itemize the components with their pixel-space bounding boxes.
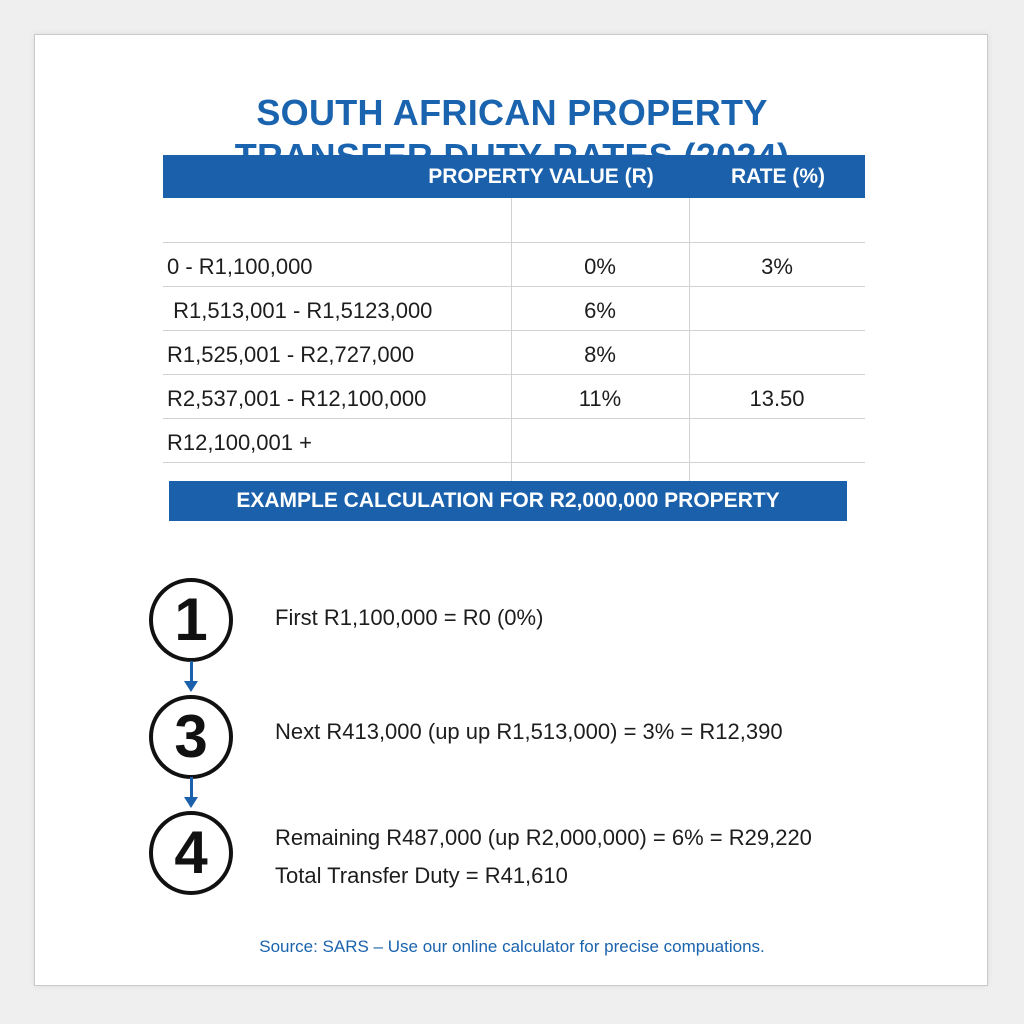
value-cell — [511, 419, 689, 463]
rates-table-header: PROPERTY VALUE (R) RATE (%) — [163, 155, 865, 198]
rates-table-body: 0 - R1,100,000 0% 3% R1,513,001 - R1,512… — [163, 198, 865, 496]
step-number-badge: 3 — [149, 695, 233, 779]
infographic-card: SOUTH AFRICAN PROPERTY TRANSFER DUTY RAT… — [34, 34, 988, 986]
rate-cell: 13.50 — [749, 386, 805, 411]
value-cell: 6% — [584, 298, 616, 323]
step-number-badge: 4 — [149, 811, 233, 895]
rates-table: PROPERTY VALUE (R) RATE (%) 0 - R1,100,0… — [163, 155, 865, 496]
range-cell: R12,100,001 + — [167, 430, 312, 455]
value-cell: 8% — [584, 342, 616, 367]
total-transfer-duty: Total Transfer Duty = R41,610 — [275, 863, 568, 888]
value-cell: 11% — [578, 386, 622, 411]
table-row: 0 - R1,100,000 0% 3% — [163, 243, 865, 287]
value-cell: 0% — [584, 254, 616, 279]
table-row: R1,525,001 - R2,727,000 8% — [163, 331, 865, 375]
column-divider — [689, 198, 690, 496]
rate-cell: 3% — [761, 254, 793, 279]
table-row: R1,513,001 - R1,5123,000 6% — [163, 287, 865, 331]
rate-cell — [689, 287, 865, 331]
table-row: R2,537,001 - R12,100,000 11% 13.50 — [163, 375, 865, 419]
range-cell: 0 - R1,100,000 — [167, 254, 313, 279]
table-row-blank — [163, 198, 865, 243]
range-cell: R1,513,001 - R1,5123,000 — [167, 298, 433, 323]
source-note: Source: SARS – Use our online calculator… — [259, 937, 765, 956]
step-text: First R1,100,000 = R0 (0%) — [275, 605, 544, 630]
title-line-1: SOUTH AFRICAN PROPERTY — [256, 92, 768, 133]
column-divider — [511, 198, 512, 496]
range-cell: R1,525,001 - R2,727,000 — [167, 342, 415, 367]
header-property-value: PROPERTY VALUE (R) — [428, 165, 654, 188]
range-cell: R2,537,001 - R12,100,000 — [167, 386, 427, 411]
arrow-down-icon — [184, 661, 198, 693]
example-banner: EXAMPLE CALCULATION FOR R2,000,000 PROPE… — [169, 481, 847, 521]
arrow-down-icon — [184, 777, 198, 809]
header-rate: RATE (%) — [730, 165, 826, 188]
step-text: Remaining R487,000 (up R2,000,000) = 6% … — [275, 825, 812, 850]
rate-cell — [689, 331, 865, 375]
step-text: Next R413,000 (up up R1,513,000) = 3% = … — [275, 719, 783, 744]
table-row: R12,100,001 + — [163, 419, 865, 463]
step-number-badge: 1 — [149, 578, 233, 662]
rate-cell — [689, 419, 865, 463]
